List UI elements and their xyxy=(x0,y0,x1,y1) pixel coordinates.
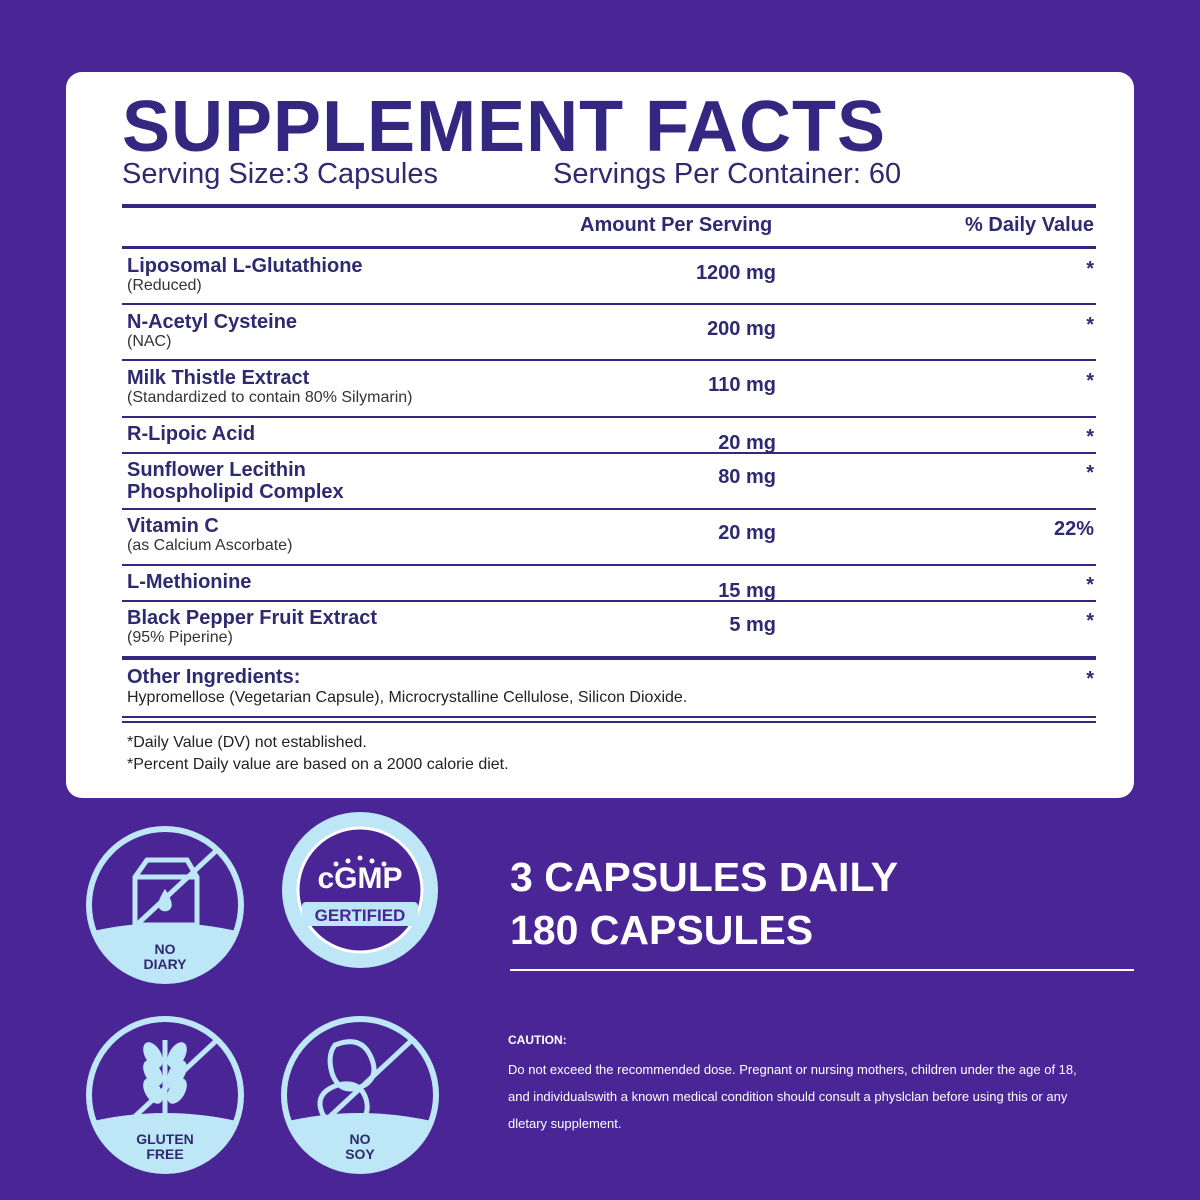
ingredient-name: Vitamin C xyxy=(127,515,219,537)
star xyxy=(381,861,387,867)
row-rule xyxy=(122,359,1096,361)
row-rule xyxy=(122,452,1096,454)
divider xyxy=(510,969,1134,971)
icon-grain xyxy=(167,1078,187,1104)
ingredient-note: (Reduced) xyxy=(127,277,202,294)
amount: 80 mg xyxy=(718,466,776,488)
servings-per-container: Servings Per Container: 60 xyxy=(553,158,902,190)
rule xyxy=(122,721,1096,723)
footnote: *Percent Daily value are based on a 2000… xyxy=(127,756,509,773)
daily-value: * xyxy=(1086,370,1094,392)
other-text: Hypromellose (Vegetarian Capsule), Micro… xyxy=(127,689,688,706)
badge-text: GLUTEN xyxy=(136,1131,194,1147)
badge-text: GERTIFIED xyxy=(315,906,406,925)
star xyxy=(345,858,351,864)
ingredient-note: (95% Piperine) xyxy=(127,629,233,646)
rule xyxy=(122,656,1096,660)
daily-value: * xyxy=(1086,426,1094,448)
ingredient-name: N-Acetyl Cysteine xyxy=(127,311,298,333)
badge-ring xyxy=(86,826,244,984)
amount: 200 mg xyxy=(707,318,776,340)
row-rule xyxy=(122,416,1096,418)
ingredient-name: Black Pepper Fruit Extract xyxy=(127,607,378,629)
daily-value: * xyxy=(1086,610,1094,632)
row-rule xyxy=(122,564,1096,566)
badge-band xyxy=(302,902,418,926)
icon-drop xyxy=(158,889,172,912)
other-title: Other Ingredients: xyxy=(127,666,301,688)
daily-value: * xyxy=(1086,258,1094,280)
facts-title: SUPPLEMENT FACTS xyxy=(122,87,887,167)
amount: 5 mg xyxy=(729,614,776,636)
icon-carton xyxy=(132,857,200,928)
daily-value: * xyxy=(1086,314,1094,336)
facts-panel: SUPPLEMENT FACTS Serving Size:3 Capsules… xyxy=(66,72,1134,798)
caution-text: dletary supplement. xyxy=(508,1116,622,1131)
dv-header: % Daily Value xyxy=(965,214,1094,236)
ingredient-name: L-Methionine xyxy=(127,571,252,593)
rule xyxy=(122,716,1096,718)
row-rule xyxy=(122,303,1096,305)
badge-text: cGMP xyxy=(317,862,402,895)
daily-value: * xyxy=(1086,462,1094,484)
rule xyxy=(122,246,1096,249)
rule xyxy=(122,204,1096,208)
star xyxy=(357,855,363,861)
daily-value: 22% xyxy=(1053,518,1094,540)
badge-text: NO xyxy=(350,1131,371,1147)
icon-bean xyxy=(317,1081,370,1128)
badge: cGMP GERTIFIED xyxy=(282,812,438,968)
caution-text: and individualswith a known medical cond… xyxy=(508,1089,1068,1104)
serving-size: Serving Size:3 Capsules xyxy=(122,158,438,190)
caution-title: CAUTION: xyxy=(508,1033,567,1047)
amount: 15 mg xyxy=(718,580,776,602)
amount: 110 mg xyxy=(708,374,776,396)
icon-bean xyxy=(327,1039,377,1092)
badge-text: SOY xyxy=(345,1146,375,1162)
icon-grain xyxy=(143,1078,163,1104)
amount: 20 mg xyxy=(718,432,776,454)
ingredient-note: (Standardized to contain 80% Silymarin) xyxy=(127,389,413,406)
ingredient-note: (as Calcium Ascorbate) xyxy=(127,537,293,554)
ingredient-name: Phospholipid Complex xyxy=(127,481,344,503)
badge-text: FREE xyxy=(146,1146,183,1162)
ingredient-note: (NAC) xyxy=(127,333,172,350)
badge-text: NO xyxy=(155,941,176,957)
ingredient-name: Milk Thistle Extract xyxy=(127,367,310,389)
badge-ring xyxy=(281,1016,439,1174)
star xyxy=(369,858,375,864)
row-rule xyxy=(122,600,1096,602)
amount-header: Amount Per Serving xyxy=(580,214,773,236)
footnote: *Daily Value (DV) not established. xyxy=(127,734,367,751)
daily-value: * xyxy=(1086,574,1094,596)
star xyxy=(333,861,339,867)
daily-value: * xyxy=(1086,668,1094,690)
badge-ring xyxy=(86,1016,244,1174)
caution-text: Do not exceed the recommended dose. Preg… xyxy=(508,1062,1077,1077)
badge-text: DIARY xyxy=(143,956,187,972)
ingredient-name: Sunflower Lecithin xyxy=(127,459,306,481)
amount: 1200 mg xyxy=(695,262,776,284)
daily-dose: 3 CAPSULES DAILY xyxy=(510,854,899,900)
amount: 20 mg xyxy=(718,522,776,544)
ingredient-name: Liposomal L-Glutathione xyxy=(127,255,363,277)
row-rule xyxy=(122,508,1096,510)
ingredient-name: R-Lipoic Acid xyxy=(127,423,256,445)
capsule-count: 180 CAPSULES xyxy=(510,907,814,953)
